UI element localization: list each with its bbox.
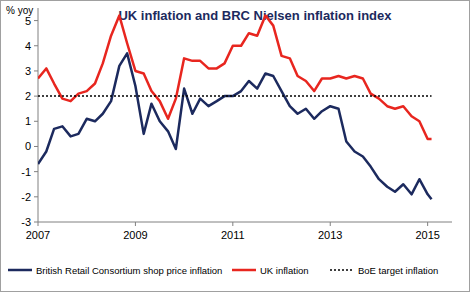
y-axis (38, 8, 39, 222)
y-tick-label: -2 (21, 191, 31, 203)
legend-swatch (232, 269, 256, 272)
x-tick (232, 222, 233, 226)
y-tick (34, 70, 38, 71)
x-tick (38, 222, 39, 226)
x-tick-label: 2011 (221, 229, 245, 241)
x-tick (330, 222, 331, 226)
x-tick-label: 2009 (123, 229, 147, 241)
legend-swatch (330, 269, 354, 271)
legend: British Retail Consortium shop price inf… (8, 265, 438, 276)
y-tick-label: 0 (25, 140, 31, 152)
x-axis (38, 222, 452, 223)
x-tick-label: 2015 (415, 229, 439, 241)
y-tick (34, 96, 38, 97)
y-tick (34, 121, 38, 122)
series-line (38, 95, 432, 97)
y-tick-label: -3 (21, 216, 31, 228)
y-tick (34, 196, 38, 197)
x-tick (135, 222, 136, 226)
y-tick (34, 171, 38, 172)
y-tick (34, 146, 38, 147)
legend-label: BoE target inflation (358, 265, 438, 276)
border (1, 1, 470, 292)
title: UK inflation and BRC Nielsen inflation i… (118, 8, 392, 23)
series-line (38, 16, 432, 139)
y-tick-label: -1 (21, 166, 31, 178)
x-tick-label: 2007 (26, 229, 50, 241)
y-tick-label: 2 (25, 90, 31, 102)
x-tick (427, 222, 428, 226)
y-tick-label: 4 (25, 40, 31, 52)
plot-area (38, 16, 432, 200)
y-tick-label: 1 (25, 115, 31, 127)
x-tick-label: 2013 (318, 229, 342, 241)
y-label: % yoy (6, 5, 33, 16)
legend-label: UK inflation (260, 265, 309, 276)
legend-label: British Retail Consortium shop price inf… (36, 265, 222, 276)
chart: -3 -2 -1 0 1 2 3 4 5 2007 2009 2011 2013 2015 UK infla… (0, 0, 470, 292)
chart-wrap: -3 -2 -1 0 1 2 3 4 5 2007 2009 2011 2013 2015 UK infla… (0, 0, 470, 292)
y-tick-label: 5 (25, 15, 31, 27)
y-tick (34, 45, 38, 46)
legend-swatch (8, 269, 32, 272)
y-tick-label: 3 (25, 65, 31, 77)
y-tick (34, 20, 38, 21)
y-tick (34, 222, 38, 223)
